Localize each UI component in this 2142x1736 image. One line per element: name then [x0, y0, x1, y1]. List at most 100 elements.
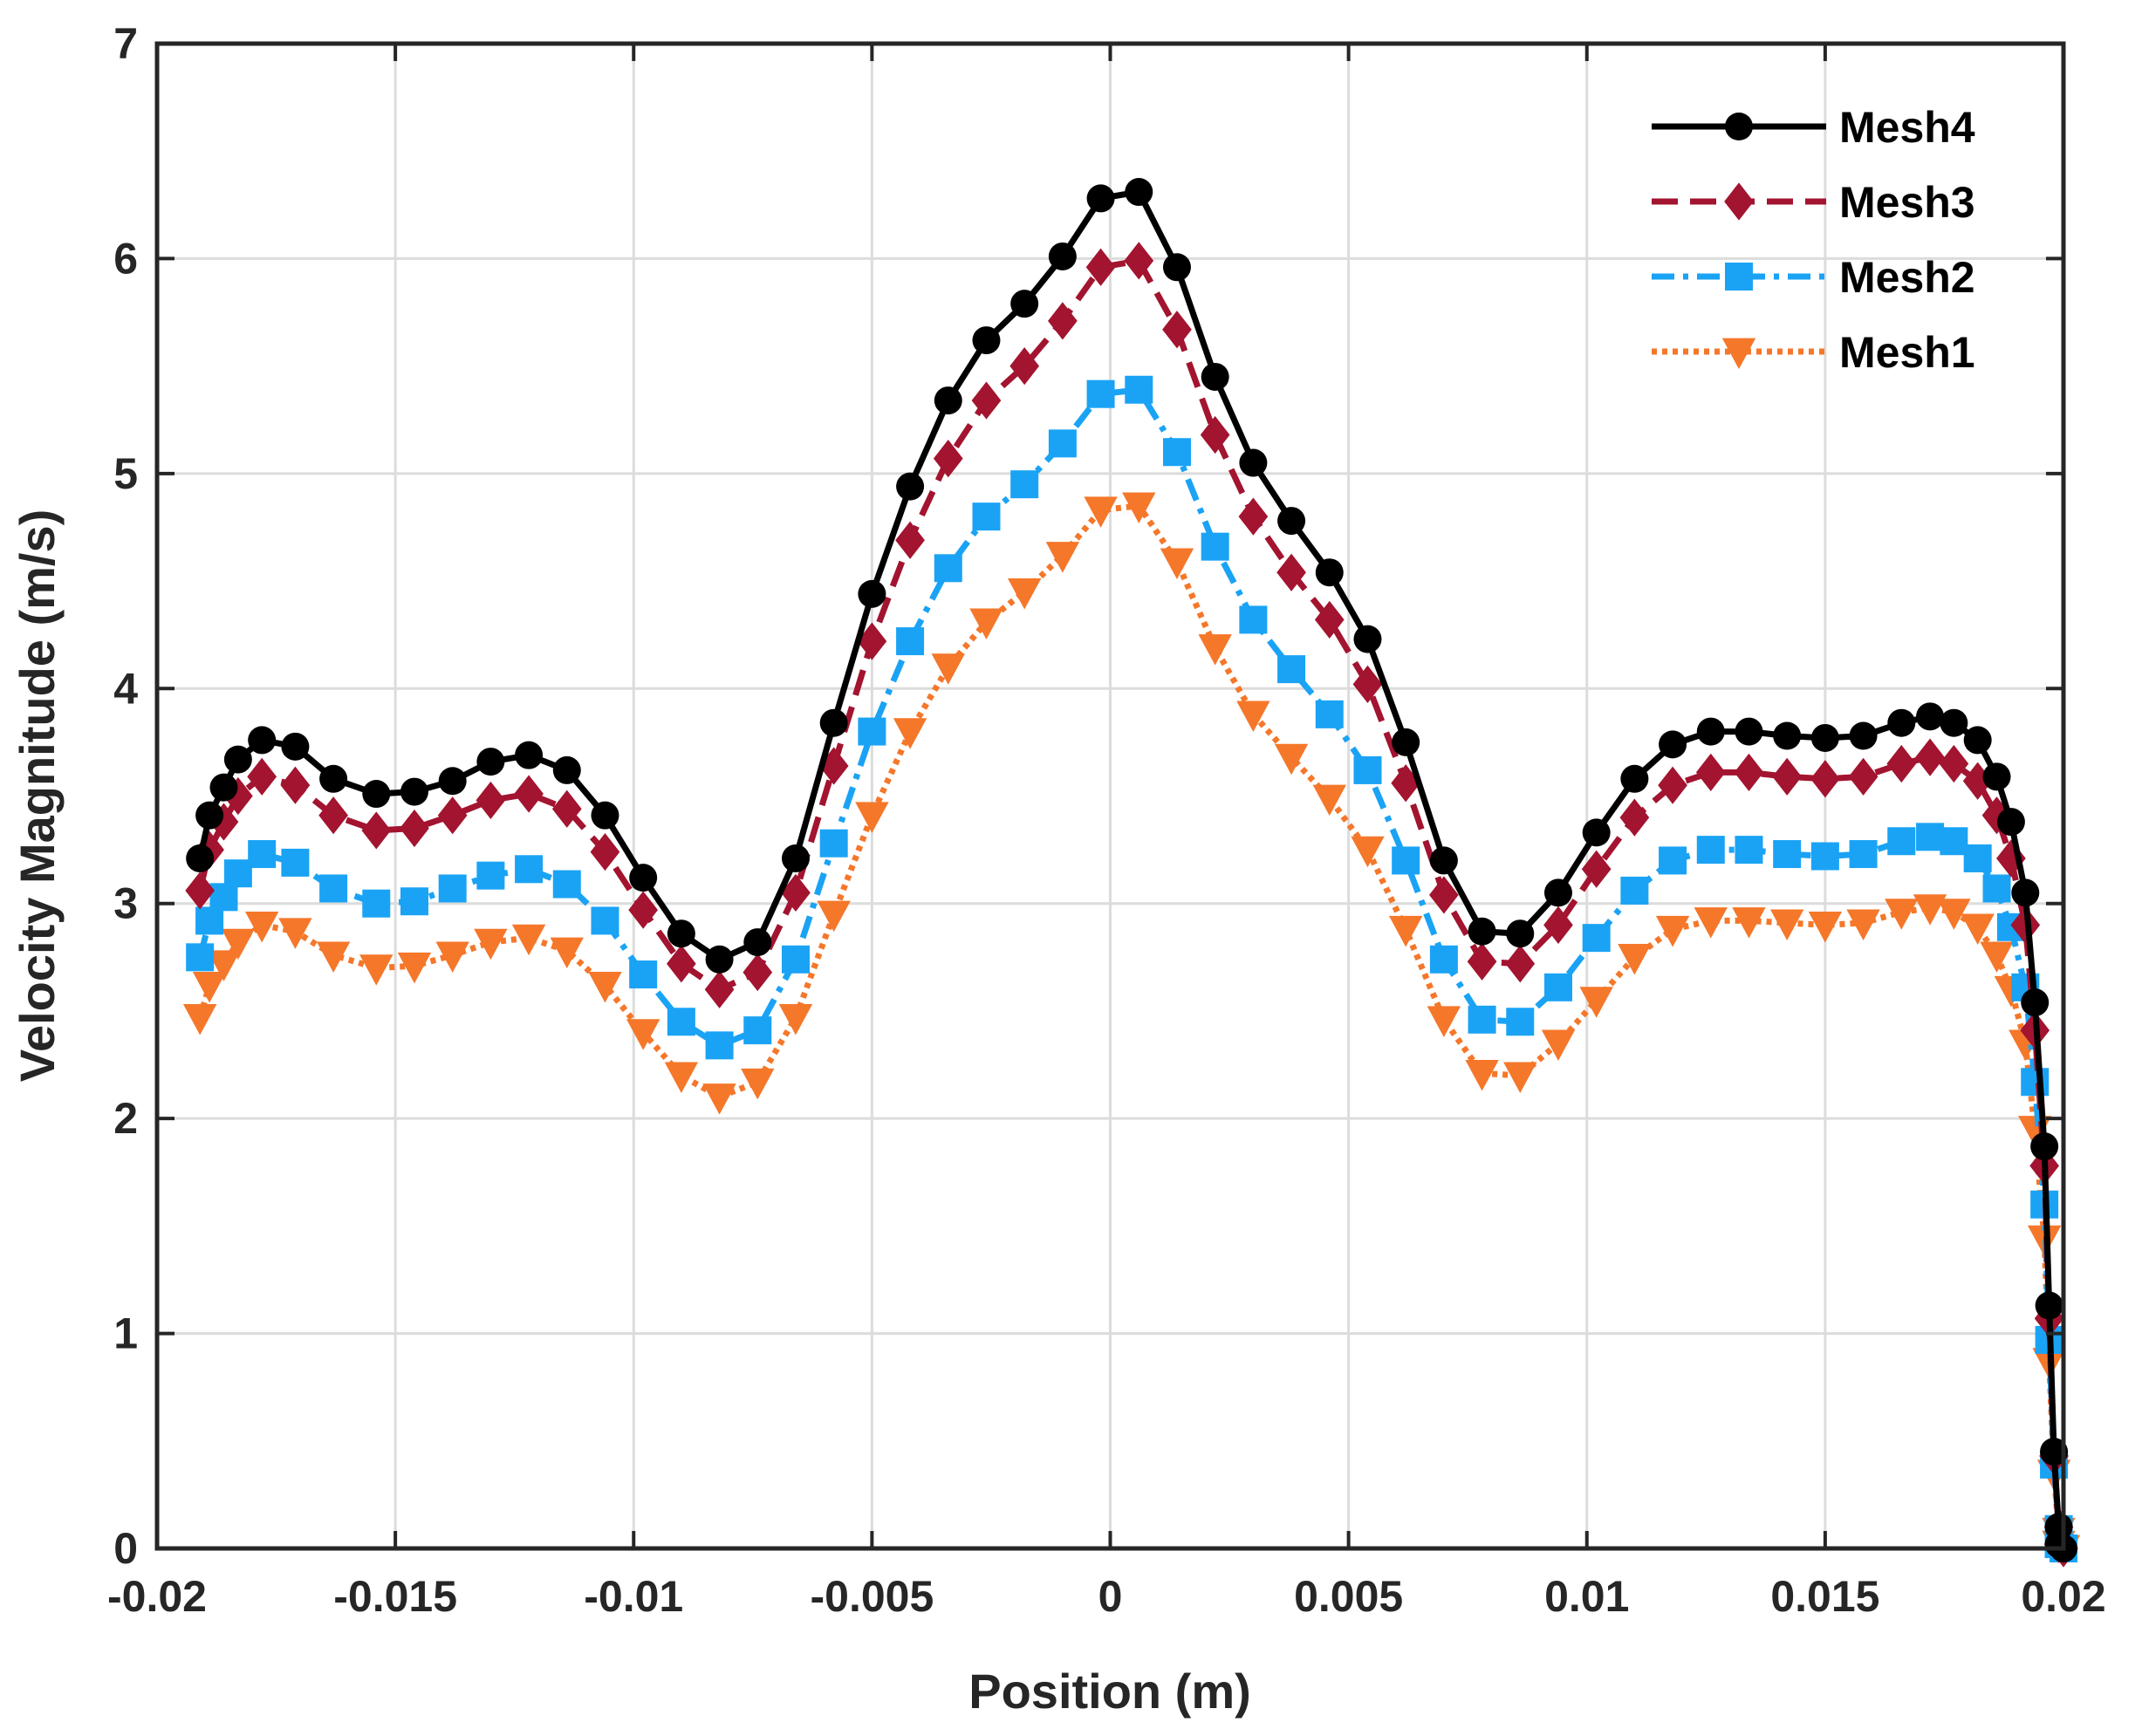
- data-point-mesh1: [1732, 907, 1766, 939]
- data-point-mesh4: [515, 741, 544, 769]
- data-point-mesh4: [1735, 717, 1763, 746]
- data-point-mesh1: [741, 1068, 775, 1100]
- x-tick-label: 0.015: [1770, 1572, 1879, 1621]
- data-point-mesh2: [858, 717, 886, 746]
- data-point-mesh1: [397, 952, 432, 984]
- data-point-mesh2: [1887, 827, 1916, 856]
- data-point-mesh4: [705, 945, 734, 974]
- data-point-mesh2: [972, 502, 1001, 531]
- data-point-mesh3: [628, 891, 659, 929]
- data-point-mesh4: [2040, 1438, 2069, 1466]
- data-point-mesh3: [933, 440, 963, 478]
- data-point-mesh1: [1236, 701, 1270, 733]
- data-point-mesh4: [319, 764, 348, 793]
- data-point-mesh2: [281, 848, 310, 877]
- data-point-mesh3: [361, 811, 392, 850]
- data-point-mesh2: [1696, 836, 1725, 865]
- data-point-mesh2: [515, 855, 544, 884]
- y-tick-label: 4: [113, 664, 138, 713]
- data-point-mesh1: [1885, 899, 1919, 930]
- data-point-mesh1: [664, 1062, 699, 1094]
- data-point-mesh4: [1810, 723, 1839, 752]
- data-point-mesh4: [248, 726, 277, 755]
- legend-entry-mesh3: Mesh3: [1652, 178, 1975, 227]
- data-point-mesh1: [1007, 578, 1042, 610]
- data-point-mesh2: [1125, 375, 1153, 404]
- data-point-mesh4: [281, 732, 310, 761]
- x-axis-title: Position (m): [968, 1664, 1251, 1719]
- data-point-mesh4: [2035, 1291, 2063, 1320]
- data-point-mesh1: [1846, 909, 1880, 941]
- data-point-mesh4: [934, 386, 962, 415]
- data-point-mesh2: [743, 1016, 772, 1045]
- data-point-mesh1: [1503, 1062, 1537, 1094]
- data-point-mesh1: [969, 608, 1003, 640]
- data-point-mesh3: [857, 622, 887, 660]
- data-point-mesh1: [588, 971, 622, 1003]
- y-tick-label: 6: [113, 234, 138, 283]
- data-point-mesh2: [1582, 924, 1611, 953]
- data-point-mesh3: [1429, 876, 1459, 914]
- data-point-mesh4: [1982, 762, 2011, 791]
- data-point-mesh4: [1315, 558, 1344, 587]
- data-point-mesh2: [1277, 655, 1306, 684]
- data-point-mesh3: [1352, 665, 1383, 703]
- data-point-mesh3: [1314, 600, 1345, 639]
- y-tick-label: 0: [113, 1524, 138, 1573]
- data-point-mesh2: [552, 870, 581, 899]
- data-point-mesh1: [1084, 496, 1118, 528]
- data-point-mesh3: [1581, 850, 1612, 888]
- data-point-mesh4: [1849, 721, 1878, 750]
- data-point-mesh3: [1505, 945, 1536, 983]
- data-point-mesh3: [704, 970, 735, 1008]
- data-point-mesh3: [1200, 415, 1230, 455]
- data-point-mesh4: [1773, 721, 1802, 750]
- legend-entry-mesh2: Mesh2: [1652, 253, 1975, 302]
- legend-marker-mesh3: [1724, 182, 1754, 221]
- legend-marker-mesh4: [1725, 113, 1753, 140]
- data-point-mesh2: [934, 554, 962, 583]
- data-point-mesh1: [359, 954, 393, 986]
- data-point-mesh2: [476, 861, 505, 890]
- data-point-mesh3: [1085, 248, 1116, 286]
- data-point-mesh1: [1388, 915, 1423, 947]
- data-point-mesh4: [1201, 362, 1229, 391]
- data-point-mesh2: [209, 883, 238, 912]
- series-mesh2: [186, 375, 2077, 1562]
- data-point-mesh3: [437, 796, 468, 835]
- y-tick-label: 3: [113, 879, 138, 928]
- data-point-mesh2: [1659, 846, 1687, 875]
- data-point-mesh4: [362, 780, 391, 809]
- data-point-mesh2: [248, 840, 277, 869]
- data-point-mesh1: [626, 1019, 660, 1050]
- data-point-mesh3: [1810, 760, 1840, 798]
- data-point-mesh4: [1916, 702, 1945, 731]
- data-point-mesh1: [931, 653, 965, 685]
- x-tick-label: 0.01: [1544, 1572, 1629, 1621]
- x-tick-label: -0.005: [810, 1572, 934, 1621]
- axis-ticks: -0.02 -0.015 -0.01 -0.005 0 0.005 0.01 0.015 0.0…: [107, 19, 2106, 1621]
- data-point-mesh1: [1937, 899, 1971, 930]
- data-point-mesh3: [1391, 764, 1421, 803]
- data-point-mesh2: [1543, 973, 1572, 1001]
- data-point-mesh3: [551, 789, 582, 828]
- data-point-mesh3: [1848, 757, 1879, 796]
- data-point-mesh1: [855, 802, 889, 833]
- data-point-mesh3: [1886, 744, 1917, 783]
- data-point-mesh3: [185, 871, 216, 910]
- y-axis-title: Velocity Magnitude (m/s): [10, 509, 65, 1083]
- data-point-mesh3: [1915, 738, 1945, 776]
- data-point-mesh3: [400, 809, 429, 848]
- data-point-mesh1: [1465, 1060, 1499, 1091]
- legend-entry-mesh1: Mesh1: [1652, 328, 1975, 377]
- data-point-mesh2: [319, 874, 348, 903]
- data-point-mesh4: [1940, 708, 1968, 737]
- data-point-mesh2: [1982, 874, 2011, 903]
- y-tick-label: 1: [113, 1309, 138, 1358]
- data-point-mesh3: [1467, 942, 1497, 981]
- data-point-mesh4: [209, 773, 238, 802]
- data-point-mesh3: [209, 803, 239, 841]
- data-point-mesh2: [705, 1031, 734, 1060]
- data-point-mesh1: [1427, 1006, 1461, 1037]
